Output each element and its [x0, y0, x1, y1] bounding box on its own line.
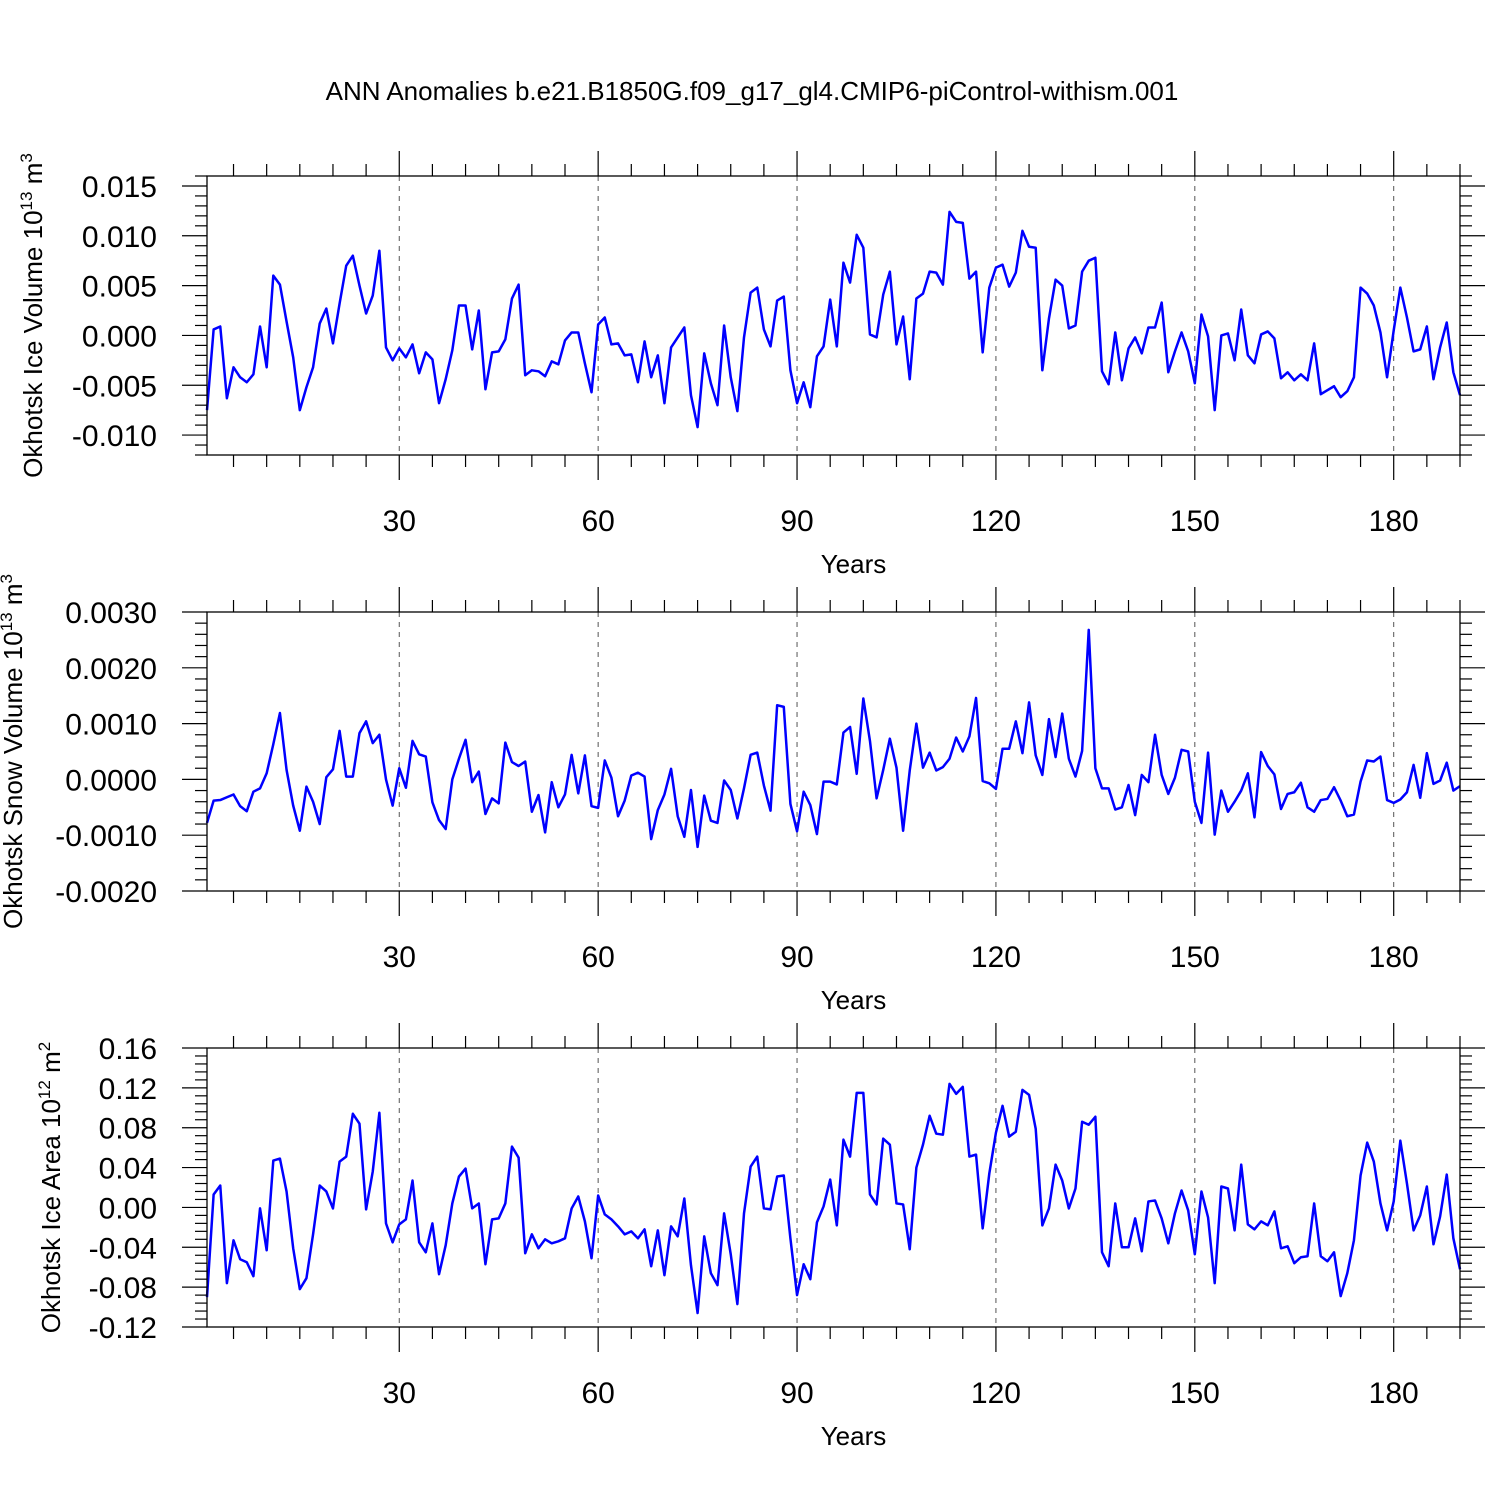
- data-line-ice-area: [205, 1082, 1462, 1315]
- plot-frame: [206, 1047, 1461, 1328]
- x-tick-label: 120: [971, 1377, 1021, 1410]
- plot-frame: [206, 611, 1461, 892]
- y-axis-title-ylabel-unit-exp: 3: [0, 574, 16, 583]
- y-axis-title: Okhotsk Snow Volume 1013 m3: [0, 574, 28, 929]
- x-tick-label: 120: [971, 941, 1021, 974]
- panel-snow-volume: 30 60 90 120 150 180 0.0030 0.0020 0.0010 0.0000 -…: [0, 574, 1485, 1015]
- x-axis-title: Years: [821, 985, 887, 1015]
- y-tick-label: -0.04: [89, 1232, 157, 1265]
- y-tick-label: 0.12: [99, 1073, 157, 1106]
- y-axis-title-ylabel-exp: 13: [17, 192, 36, 211]
- x-tick-label: 180: [1369, 505, 1419, 538]
- y-tick-label: 0.08: [99, 1113, 157, 1146]
- x-tick-label: 90: [780, 1377, 813, 1410]
- y-tick-label: -0.010: [72, 420, 157, 453]
- y-tick-label: -0.08: [89, 1272, 157, 1305]
- data-line-snow-volume: [205, 628, 1461, 849]
- data-line-ice-volume: [205, 210, 1462, 429]
- x-axis-title: Years: [821, 549, 887, 579]
- y-tick-label: 0.0010: [65, 709, 157, 742]
- y-axis-title-ylabel-unit-exp: 2: [35, 1042, 54, 1051]
- y-tick-label: 0.0000: [65, 764, 157, 797]
- panel-ice-area: 30 60 90 120 150 180 0.16 0.12 0.08 0.04 0.00 -0.04…: [35, 1023, 1485, 1451]
- x-tick-label: 180: [1369, 1377, 1419, 1410]
- y-tick-label: 0.005: [82, 271, 157, 304]
- y-axis-title-ylabel-main: Okhotsk Ice Area 10: [36, 1099, 66, 1333]
- y-tick-label: 0.000: [82, 320, 157, 353]
- y-tick-label: -0.12: [89, 1312, 157, 1345]
- y-tick-label: -0.005: [72, 370, 157, 403]
- x-tick-label: 150: [1170, 1377, 1220, 1410]
- y-tick-label: 0.015: [82, 171, 157, 204]
- y-axis-title-ylabel-exp: 13: [0, 612, 16, 631]
- y-tick-label: 0.04: [99, 1153, 157, 1186]
- x-tick-label: 180: [1369, 941, 1419, 974]
- x-tick-label: 90: [780, 941, 813, 974]
- x-tick-label: 150: [1170, 941, 1220, 974]
- y-tick-label: 0.00: [99, 1192, 157, 1225]
- y-tick-label: 0.010: [82, 221, 157, 254]
- y-axis-title: Okhotsk Ice Volume 1013 m3: [17, 153, 48, 478]
- x-tick-label: 60: [581, 505, 614, 538]
- y-axis-title-ylabel-main: Okhotsk Ice Volume 10: [18, 210, 48, 477]
- y-tick-label: -0.0010: [55, 820, 157, 853]
- x-tick-label: 30: [383, 505, 416, 538]
- y-axis-title-ylabel-unit: m: [36, 1051, 66, 1080]
- y-axis-title-ylabel-unit: m: [18, 163, 48, 192]
- x-tick-label: 150: [1170, 505, 1220, 538]
- x-tick-label: 120: [971, 505, 1021, 538]
- panel-ice-volume: 30 60 90 120 150 180 0.015 0.010 0.005 0.000 -0.00…: [17, 151, 1485, 579]
- x-axis-title: Years: [821, 1421, 887, 1451]
- y-tick-label: -0.0020: [55, 876, 157, 909]
- x-tick-label: 30: [383, 1377, 416, 1410]
- y-tick-label: 0.0020: [65, 653, 157, 686]
- y-axis-title-ylabel-exp: 12: [35, 1080, 54, 1099]
- y-axis-title: Okhotsk Ice Area 1012 m2: [35, 1042, 66, 1333]
- x-tick-label: 60: [581, 1377, 614, 1410]
- y-axis-title-ylabel-main: Okhotsk Snow Volume 10: [0, 631, 28, 929]
- chart-title: ANN Anomalies b.e21.B1850G.f09_g17_gl4.C…: [326, 76, 1179, 106]
- y-axis-title-ylabel-unit-exp: 3: [17, 153, 36, 162]
- y-axis-title-ylabel-unit: m: [0, 583, 28, 612]
- x-tick-label: 90: [780, 505, 813, 538]
- y-tick-label: 0.16: [99, 1033, 157, 1066]
- y-tick-label: 0.0030: [65, 597, 157, 630]
- x-tick-label: 60: [581, 941, 614, 974]
- x-tick-label: 30: [383, 941, 416, 974]
